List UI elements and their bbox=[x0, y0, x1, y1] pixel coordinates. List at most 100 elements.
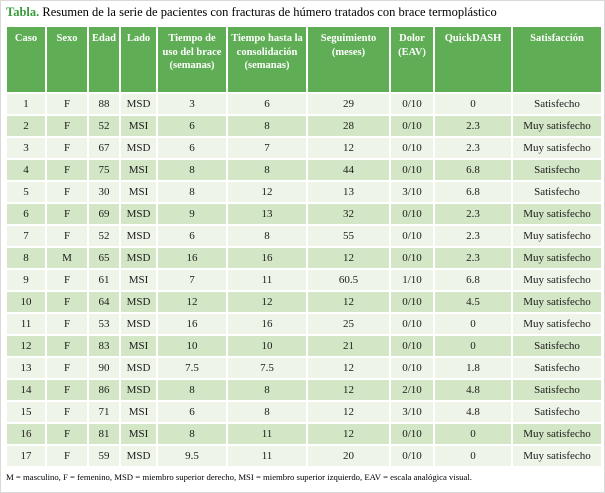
table-cell: Satisfecho bbox=[511, 400, 603, 424]
table-cell: 6 bbox=[226, 92, 308, 116]
table-cell: 52 bbox=[87, 224, 121, 248]
table-cell: 4 bbox=[5, 158, 47, 182]
table-cell: 12 bbox=[226, 180, 308, 204]
table-row: 4 F 75 MSI 8 8 44 0/10 6.8 Satisfecho bbox=[5, 158, 603, 182]
table-cell: 0/10 bbox=[389, 334, 435, 358]
table-cell: 9 bbox=[5, 268, 47, 292]
table-row: 14 F 86 MSD 8 8 12 2/10 4.8 Satisfecho bbox=[5, 378, 603, 402]
table-cell: F bbox=[45, 158, 89, 182]
table-cell: 0/10 bbox=[389, 444, 435, 468]
table-cell: MSI bbox=[119, 158, 158, 182]
table-row: 17 F 59 MSD 9.5 11 20 0/10 0 Muy satisfecho bbox=[5, 444, 603, 468]
table-cell: 0 bbox=[433, 92, 513, 116]
table-row: 5 F 30 MSI 8 12 13 3/10 6.8 Satisfecho bbox=[5, 180, 603, 204]
table-cell: 6 bbox=[156, 224, 228, 248]
table-cell: 12 bbox=[5, 334, 47, 358]
table-cell: 86 bbox=[87, 378, 121, 402]
table-cell: F bbox=[45, 422, 89, 446]
table-cell: F bbox=[45, 290, 89, 314]
table-cell: 11 bbox=[5, 312, 47, 336]
table-cell: MSI bbox=[119, 268, 158, 292]
table-cell: 10 bbox=[5, 290, 47, 314]
table-cell: F bbox=[45, 224, 89, 248]
column-header-caso: Caso bbox=[5, 25, 47, 94]
table-cell: MSD bbox=[119, 378, 158, 402]
table-cell: 9.5 bbox=[156, 444, 228, 468]
table-cell: 7.5 bbox=[156, 356, 228, 380]
table-cell: 16 bbox=[156, 246, 228, 270]
table-cell: 71 bbox=[87, 400, 121, 424]
table-cell: 0/10 bbox=[389, 224, 435, 248]
table-cell: 11 bbox=[226, 444, 308, 468]
table-cell: 0 bbox=[433, 312, 513, 336]
column-header-sexo: Sexo bbox=[45, 25, 89, 94]
table-row: 3 F 67 MSD 6 7 12 0/10 2.3 Muy satisfecho bbox=[5, 136, 603, 160]
table-cell: MSI bbox=[119, 400, 158, 424]
table-cell: 65 bbox=[87, 246, 121, 270]
table-cell: 0 bbox=[433, 422, 513, 446]
table-cell: 32 bbox=[306, 202, 391, 226]
column-header-satisfaccion: Satisfacción bbox=[511, 25, 603, 94]
table-cell: 13 bbox=[226, 202, 308, 226]
table-cell: 8 bbox=[226, 158, 308, 182]
table-cell: 21 bbox=[306, 334, 391, 358]
table-cell: 2.3 bbox=[433, 114, 513, 138]
table-cell: MSD bbox=[119, 136, 158, 160]
table-cell: 12 bbox=[306, 422, 391, 446]
table-cell: F bbox=[45, 92, 89, 116]
table-caption-text: Resumen de la serie de pacientes con fra… bbox=[42, 5, 497, 19]
table-cell: 0/10 bbox=[389, 92, 435, 116]
table-row: 8 M 65 MSD 16 16 12 0/10 2.3 Muy satisfecho bbox=[5, 246, 603, 270]
table-cell: 16 bbox=[156, 312, 228, 336]
table-cell: 12 bbox=[226, 290, 308, 314]
table-row: 2 F 52 MSI 6 8 28 0/10 2.3 Muy satisfecho bbox=[5, 114, 603, 138]
table-cell: 60.5 bbox=[306, 268, 391, 292]
table-cell: 44 bbox=[306, 158, 391, 182]
table-cell: 2 bbox=[5, 114, 47, 138]
table-cell: 12 bbox=[306, 378, 391, 402]
table-cell: 61 bbox=[87, 268, 121, 292]
table-cell: 8 bbox=[156, 378, 228, 402]
table-cell: 0/10 bbox=[389, 290, 435, 314]
table-row: 15 F 71 MSI 6 8 12 3/10 4.8 Satisfecho bbox=[5, 400, 603, 424]
table-caption: Tabla. Resumen de la serie de pacientes … bbox=[6, 5, 600, 20]
table-cell: 6.8 bbox=[433, 180, 513, 204]
table-cell: 8 bbox=[156, 180, 228, 204]
table-cell: 7.5 bbox=[226, 356, 308, 380]
table-cell: 7 bbox=[5, 224, 47, 248]
table-cell: 29 bbox=[306, 92, 391, 116]
table-cell: 64 bbox=[87, 290, 121, 314]
table-cell: 52 bbox=[87, 114, 121, 138]
table-cell: 11 bbox=[226, 268, 308, 292]
table-cell: 3 bbox=[156, 92, 228, 116]
table-row: 12 F 83 MSI 10 10 21 0/10 0 Satisfecho bbox=[5, 334, 603, 358]
column-header-tiempo-uso-brace: Tiempo de uso del brace (semanas) bbox=[156, 25, 228, 94]
table-cell: 0 bbox=[433, 444, 513, 468]
table-cell: 8 bbox=[226, 378, 308, 402]
table-cell: 5 bbox=[5, 180, 47, 204]
table-cell: F bbox=[45, 114, 89, 138]
table-cell: 1/10 bbox=[389, 268, 435, 292]
table-cell: Muy satisfecho bbox=[511, 224, 603, 248]
table-cell: Satisfecho bbox=[511, 378, 603, 402]
table-cell: Satisfecho bbox=[511, 180, 603, 204]
table-cell: 6 bbox=[156, 136, 228, 160]
table-caption-label: Tabla. bbox=[6, 5, 40, 19]
column-header-dolor-eav: Dolor (EAV) bbox=[389, 25, 435, 94]
table-cell: 0/10 bbox=[389, 312, 435, 336]
table-cell: Muy satisfecho bbox=[511, 136, 603, 160]
table-cell: 2.3 bbox=[433, 224, 513, 248]
table-cell: 11 bbox=[226, 422, 308, 446]
table-cell: Muy satisfecho bbox=[511, 290, 603, 314]
table-cell: 67 bbox=[87, 136, 121, 160]
table-cell: 12 bbox=[306, 246, 391, 270]
table-cell: 0/10 bbox=[389, 136, 435, 160]
table-cell: 53 bbox=[87, 312, 121, 336]
table-cell: 25 bbox=[306, 312, 391, 336]
table-row: 11 F 53 MSD 16 16 25 0/10 0 Muy satisfecho bbox=[5, 312, 603, 336]
table-cell: 17 bbox=[5, 444, 47, 468]
table-cell: Muy satisfecho bbox=[511, 246, 603, 270]
table-cell: 75 bbox=[87, 158, 121, 182]
table-cell: 15 bbox=[5, 400, 47, 424]
